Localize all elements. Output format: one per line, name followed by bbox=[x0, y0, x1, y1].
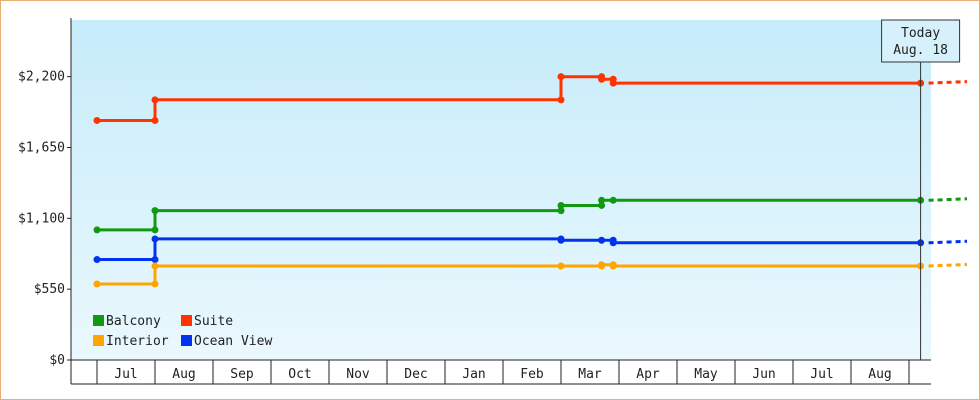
series-projection bbox=[928, 239, 968, 245]
y-tick-label: $550 bbox=[34, 282, 65, 297]
data-point bbox=[151, 207, 159, 215]
data-point bbox=[151, 280, 159, 288]
data-point bbox=[598, 201, 606, 209]
data-point bbox=[609, 262, 617, 270]
data-point bbox=[557, 96, 565, 104]
x-tick-label: Jun bbox=[752, 367, 775, 382]
today-date: Aug. 18 bbox=[893, 43, 948, 58]
x-tick-label: Aug bbox=[172, 367, 195, 382]
data-point bbox=[151, 262, 159, 270]
data-point bbox=[151, 226, 159, 234]
data-point bbox=[151, 256, 159, 264]
data-point bbox=[93, 256, 101, 264]
legend-label: Interior bbox=[106, 334, 169, 349]
today-marker: Today Aug. 18 bbox=[881, 19, 961, 360]
data-point bbox=[557, 236, 565, 244]
data-point bbox=[151, 96, 159, 104]
data-point bbox=[93, 226, 101, 234]
series-projection bbox=[928, 197, 968, 202]
data-point bbox=[557, 207, 565, 215]
x-tick-label: Feb bbox=[520, 367, 544, 382]
x-tick-label: Dec bbox=[404, 367, 427, 382]
series-projection bbox=[928, 80, 968, 85]
x-tick-label: Jul bbox=[810, 367, 833, 382]
x-tick-label: Jan bbox=[462, 367, 485, 382]
data-point bbox=[557, 201, 565, 209]
legend-label: Ocean View bbox=[194, 334, 272, 349]
today-box bbox=[881, 19, 961, 63]
today-label: Today bbox=[901, 26, 940, 41]
axes: $0 $550 $1,100 $1,650 $2,200 Jul Aug Sep Oct Nov D… bbox=[18, 18, 931, 385]
x-tick-label: May bbox=[694, 367, 718, 382]
legend-swatch bbox=[181, 335, 192, 346]
y-tick-label: $2,200 bbox=[18, 70, 65, 85]
data-point bbox=[557, 73, 565, 81]
y-tick-label: $1,650 bbox=[18, 141, 65, 156]
data-point bbox=[598, 196, 606, 204]
data-point bbox=[151, 235, 159, 243]
legend-label: Balcony bbox=[106, 314, 161, 329]
series-projection bbox=[928, 262, 968, 268]
plot-background bbox=[71, 20, 931, 360]
data-point bbox=[557, 262, 565, 270]
data-point bbox=[93, 116, 101, 124]
y-tick-label: $1,100 bbox=[18, 211, 65, 226]
legend-swatch bbox=[181, 315, 192, 326]
data-point bbox=[598, 261, 606, 269]
data-point bbox=[151, 116, 159, 124]
x-tick-label: Nov bbox=[346, 367, 370, 382]
legend-swatch bbox=[93, 315, 104, 326]
data-point bbox=[609, 79, 617, 87]
x-tick-label: Mar bbox=[578, 367, 602, 382]
x-tick-label: Sep bbox=[230, 367, 254, 382]
data-point bbox=[609, 239, 617, 247]
x-tick-label: Jul bbox=[114, 367, 137, 382]
data-point bbox=[609, 196, 617, 204]
series-layer bbox=[93, 73, 968, 288]
x-tick-label: Aug bbox=[868, 367, 891, 382]
data-point bbox=[598, 75, 606, 83]
x-tick-label: Oct bbox=[288, 367, 311, 382]
x-tick-label: Apr bbox=[636, 367, 660, 382]
y-tick-label: $0 bbox=[49, 353, 65, 368]
data-point bbox=[598, 236, 606, 244]
data-point bbox=[93, 280, 101, 288]
legend: Balcony Suite Interior Ocean View bbox=[93, 314, 272, 349]
legend-swatch bbox=[93, 335, 104, 346]
legend-label: Suite bbox=[194, 314, 233, 329]
